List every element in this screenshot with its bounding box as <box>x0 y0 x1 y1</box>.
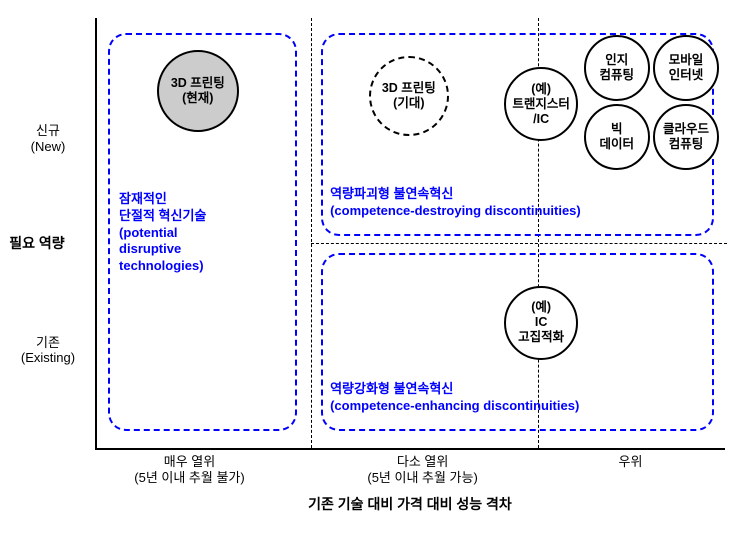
bubble-mobile: 모바일인터넷 <box>653 35 719 101</box>
bubble-3d-now: 3D 프린팅(현재) <box>157 50 239 132</box>
x-tick-1: 다소 열위(5년 이내 추월 가능) <box>338 454 508 485</box>
y-tick-1: 기존(Existing) <box>8 335 88 366</box>
y-tick-0: 신규(New) <box>8 123 88 154</box>
bubble-ic-density: (예)IC고집적화 <box>504 286 578 360</box>
bubble-transistor: (예)트랜지스터/IC <box>504 67 578 141</box>
x-axis-title: 기존 기술 대비 가격 대비 성능 격차 <box>95 494 725 514</box>
x-tick-0: 매우 열위(5년 이내 추월 불가) <box>105 454 275 485</box>
plot-area: 잠재적인단절적 혁신기술(potentialdisruptivetechnolo… <box>95 18 725 450</box>
x-divider-0 <box>311 18 312 448</box>
region-label-enhancing: 역량강화형 불연속혁신(competence-enhancing discont… <box>330 381 579 415</box>
region-label-potential: 잠재적인단절적 혁신기술(potentialdisruptivetechnolo… <box>119 191 206 275</box>
bubble-3d-expected: 3D 프린팅(기대) <box>369 56 449 136</box>
bubble-cognitive: 인지컴퓨팅 <box>584 35 650 101</box>
region-label-destroying: 역량파괴형 불연속혁신(competence-destroying discon… <box>330 186 581 220</box>
y-divider <box>311 243 727 244</box>
y-axis-title: 필요 역량 <box>2 233 72 253</box>
bubble-bigdata: 빅데이터 <box>584 104 650 170</box>
bubble-cloud: 클라우드컴퓨팅 <box>653 104 719 170</box>
x-tick-2: 우위 <box>546 454 716 470</box>
